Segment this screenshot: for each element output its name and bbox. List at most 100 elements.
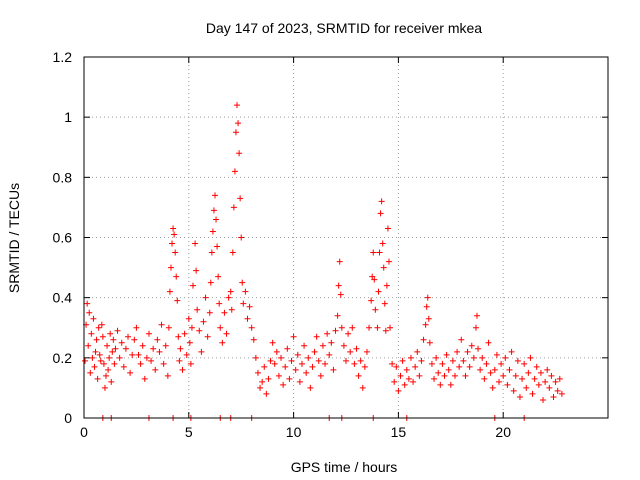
data-point xyxy=(152,366,159,373)
data-point xyxy=(366,324,373,331)
data-point xyxy=(424,294,431,301)
data-point xyxy=(546,384,553,391)
data-point xyxy=(198,348,205,355)
data-point xyxy=(481,375,488,382)
y-tick-label: 0.8 xyxy=(53,169,73,185)
data-point xyxy=(96,351,103,358)
data-point xyxy=(234,102,241,109)
data-point xyxy=(468,342,475,349)
data-point xyxy=(112,345,119,352)
data-point xyxy=(491,366,498,373)
data-point xyxy=(470,354,477,361)
data-point xyxy=(474,312,480,319)
data-point xyxy=(165,324,172,331)
data-point xyxy=(301,342,308,349)
data-point xyxy=(210,207,217,214)
data-point xyxy=(186,339,193,346)
data-point xyxy=(127,369,134,376)
x-tick-labels: 0 5 10 15 20 xyxy=(80,424,511,440)
data-point xyxy=(90,315,97,322)
data-point xyxy=(227,288,234,295)
data-point xyxy=(337,291,344,298)
data-point xyxy=(422,321,429,328)
data-point xyxy=(407,354,414,361)
data-point xyxy=(500,372,507,379)
data-point xyxy=(420,336,427,343)
data-point xyxy=(150,345,157,352)
data-point xyxy=(462,372,469,379)
data-point xyxy=(537,369,544,376)
data-point xyxy=(483,360,490,367)
data-point xyxy=(464,348,471,355)
data-point xyxy=(170,225,177,232)
data-point xyxy=(120,363,127,370)
data-point xyxy=(357,357,364,364)
data-point xyxy=(236,150,243,157)
data-point xyxy=(542,378,549,385)
data-point xyxy=(376,249,383,256)
data-point xyxy=(437,381,444,388)
data-point xyxy=(387,324,394,331)
data-point xyxy=(267,357,274,364)
data-point xyxy=(202,294,209,301)
data-point xyxy=(231,168,238,175)
data-point xyxy=(313,333,320,340)
data-point xyxy=(296,378,303,385)
data-point xyxy=(145,330,152,337)
data-point xyxy=(489,384,496,391)
data-point xyxy=(445,366,452,373)
data-point xyxy=(510,387,517,394)
chart-title: Day 147 of 2023, SRMTID for receiver mke… xyxy=(206,20,482,36)
data-point xyxy=(118,339,125,346)
data-point xyxy=(246,303,253,310)
data-point xyxy=(397,372,404,379)
data-point xyxy=(529,390,536,397)
data-point xyxy=(558,390,565,397)
data-point xyxy=(305,354,312,361)
data-point xyxy=(307,384,314,391)
data-point xyxy=(451,372,458,379)
data-point xyxy=(160,360,167,367)
data-point xyxy=(114,327,121,334)
data-point xyxy=(265,375,272,382)
data-point xyxy=(109,348,116,355)
data-point xyxy=(544,366,551,373)
data-point xyxy=(502,354,509,361)
data-point xyxy=(257,384,264,391)
data-point xyxy=(162,342,169,349)
data-point xyxy=(496,378,503,385)
data-point xyxy=(351,360,358,367)
data-point xyxy=(259,378,266,385)
data-point xyxy=(345,330,352,337)
data-point xyxy=(230,204,237,211)
data-point xyxy=(292,366,299,373)
y-tick-label: 0.4 xyxy=(53,290,73,306)
data-point xyxy=(493,351,500,358)
data-point xyxy=(290,333,297,340)
data-point xyxy=(431,375,438,382)
data-point xyxy=(527,354,534,361)
data-point xyxy=(460,357,467,364)
data-point xyxy=(217,324,224,331)
data-point xyxy=(533,363,540,370)
data-point xyxy=(275,372,282,379)
data-point xyxy=(309,363,316,370)
data-point xyxy=(204,333,211,340)
data-point xyxy=(477,366,484,373)
data-point xyxy=(294,351,301,358)
data-point xyxy=(403,366,410,373)
data-point xyxy=(228,306,235,313)
data-point xyxy=(369,273,376,280)
data-point xyxy=(219,339,226,346)
data-point xyxy=(213,216,220,223)
y-tick-label: 1 xyxy=(64,109,72,125)
data-point xyxy=(95,324,102,331)
data-point xyxy=(106,354,113,361)
data-point xyxy=(379,240,386,247)
data-point xyxy=(349,324,356,331)
data-point xyxy=(508,348,515,355)
data-point xyxy=(133,324,140,331)
data-point xyxy=(248,324,255,331)
data-point xyxy=(298,360,305,367)
